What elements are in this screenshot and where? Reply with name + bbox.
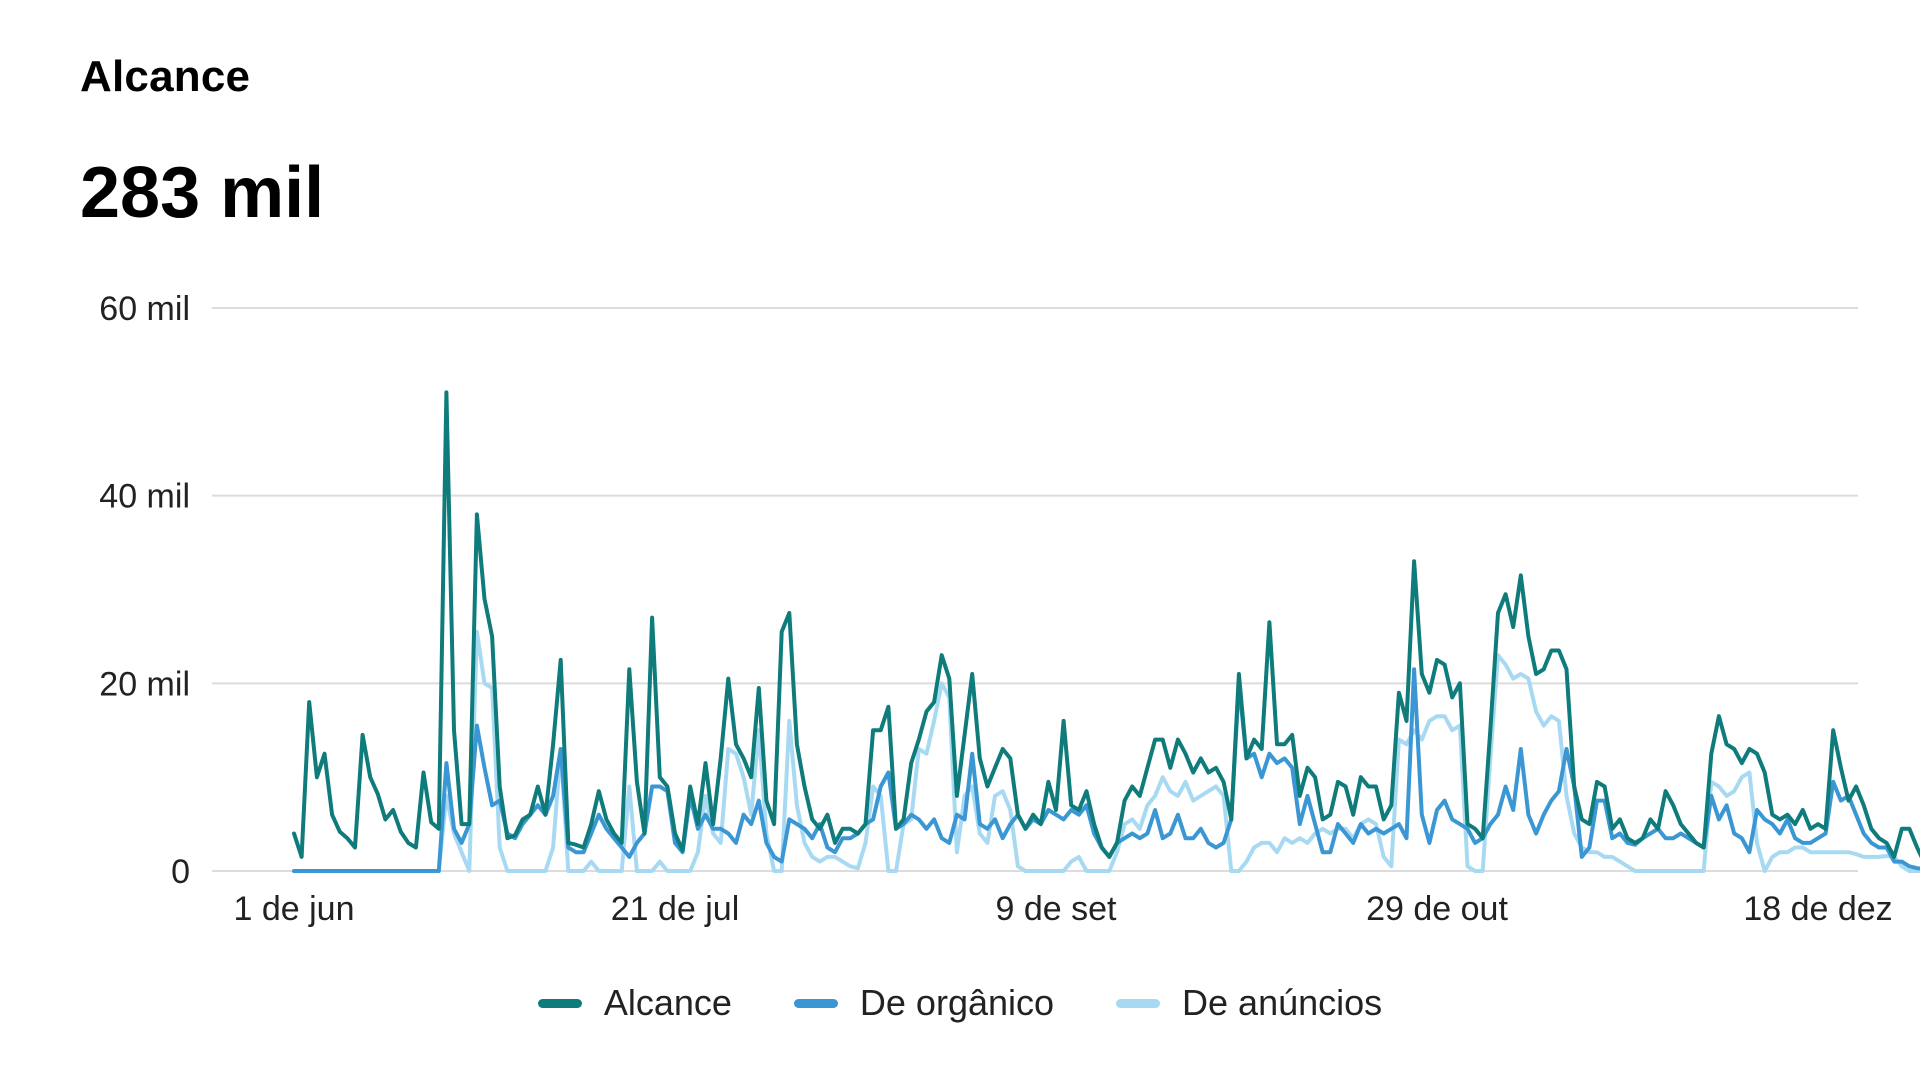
legend-label-organico: De orgânico [859,982,1055,1023]
legend-label-anuncios: De anúncios [1182,982,1383,1023]
legend-item-anuncios[interactable]: De anúncios [1116,982,1382,1024]
series-line-organico [292,667,1920,873]
series-line-anuncios [292,629,1920,873]
x-axis-ticks: 1 de jun 21 de jul 9 de set 29 de out 18 de … [234,890,1893,928]
series-line-alcance [292,390,1920,859]
y-tick-label: 60 mil [99,290,190,328]
chart-legend: Alcance De orgânico De anúncios [0,982,1920,1024]
y-tick-label: 40 mil [99,478,190,516]
total-reach-value: 283 mil [80,153,325,233]
x-tick-label: 29 de out [1366,890,1508,928]
x-tick-label: 18 de dez [1743,890,1892,928]
chart-series [292,390,1920,873]
reach-line-chart: 0 20 mil 40 mil 60 mil 1 de jun 21 de jul 9 d… [99,290,1920,928]
legend-swatch-organico [793,998,838,1008]
x-tick-label: 21 de jul [611,890,740,928]
x-tick-label: 1 de jun [234,890,355,928]
legend-swatch-alcance [537,998,582,1008]
chart-title: Alcance [80,52,251,101]
legend-label-alcance: Alcance [603,982,732,1023]
legend-item-organico[interactable]: De orgânico [793,982,1055,1024]
y-tick-label: 0 [171,853,190,891]
legend-item-alcance[interactable]: Alcance [537,982,732,1024]
legend-swatch-anuncios [1116,998,1161,1008]
x-tick-label: 9 de set [996,890,1118,928]
y-tick-label: 20 mil [99,665,190,703]
y-axis-ticks: 0 20 mil 40 mil 60 mil [99,290,190,891]
